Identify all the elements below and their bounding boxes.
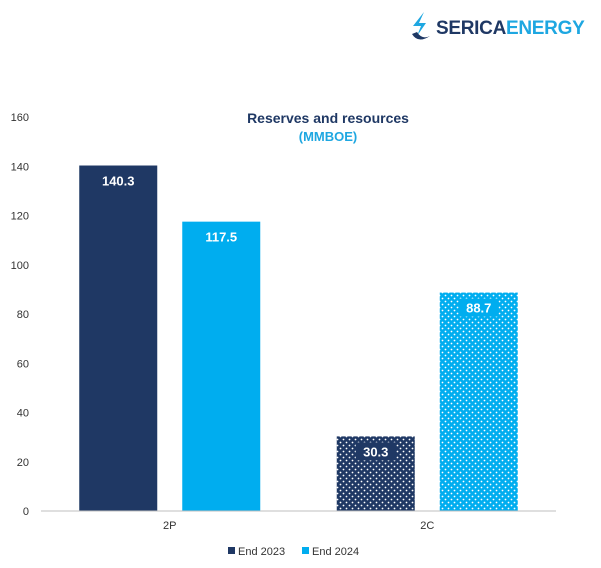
data-label-bg [458, 298, 499, 317]
chart-subtitle: (MMBOE) [299, 129, 358, 144]
data-label: 88.7 [466, 301, 491, 316]
legend: End 2023 End 2024 [228, 546, 359, 558]
legend-label: End 2023 [238, 546, 285, 558]
chart-title: Reserves and resources [247, 110, 409, 126]
bar-2c-series-1 [439, 292, 518, 511]
serica-energy-logo: SERICAENERGY [408, 10, 585, 46]
y-tick-label: 60 [17, 358, 29, 370]
category-label: 2P [163, 520, 176, 532]
legend-swatch [228, 547, 235, 554]
y-tick-label: 20 [17, 457, 29, 469]
y-tick-label: 80 [17, 309, 29, 321]
logo-text-energy: ENERGY [506, 18, 585, 39]
category-labels: 2P 2C [163, 520, 434, 532]
y-tick-label: 120 [11, 211, 29, 223]
bar-2p-series-1 [182, 221, 261, 511]
data-label: 30.3 [363, 444, 388, 459]
y-tick-label: 100 [11, 260, 29, 272]
y-tick-label: 140 [11, 161, 29, 173]
serica-swoosh-icon [412, 12, 430, 40]
category-label: 2C [420, 520, 434, 532]
logo-text-serica: SERICA [436, 18, 506, 39]
data-label-bg [355, 442, 396, 461]
y-tick-label: 160 [11, 112, 29, 124]
y-tick-label: 40 [17, 408, 29, 420]
bar-2p-series-0 [79, 165, 158, 512]
y-tick-label: 0 [23, 506, 29, 518]
legend-label: End 2024 [312, 546, 359, 558]
data-label: 117.5 [205, 230, 237, 245]
bars-group: 140.3 117.5 30.3 88.7 [79, 165, 518, 512]
y-axis: 0 20 40 60 80 100 120 140 160 [11, 112, 29, 518]
data-label: 140.3 [102, 174, 135, 189]
legend-swatch [302, 547, 309, 554]
